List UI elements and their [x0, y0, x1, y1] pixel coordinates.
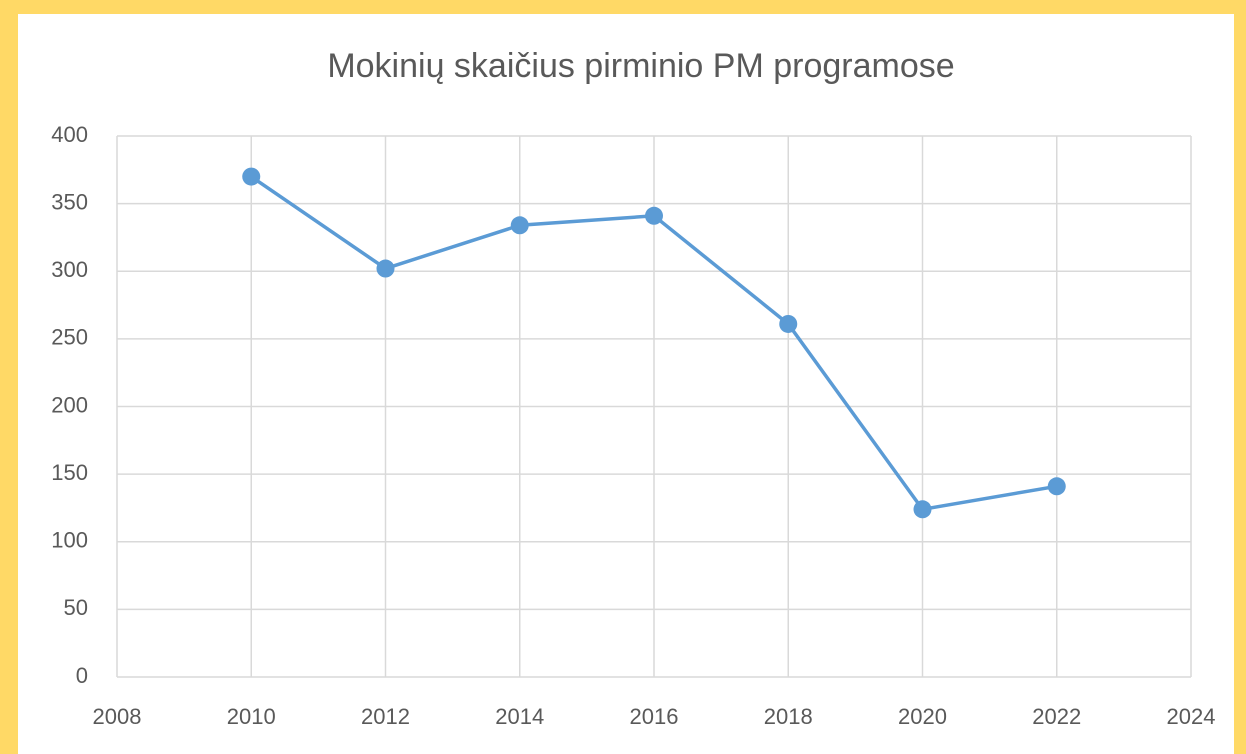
- y-tick-label: 250: [51, 325, 88, 350]
- data-point: [645, 206, 663, 225]
- data-point: [242, 167, 261, 186]
- y-tick-label: 50: [64, 595, 88, 620]
- x-tick-label: 2022: [1032, 704, 1081, 729]
- x-tick-label: 2024: [1167, 704, 1216, 729]
- x-tick-label: 2014: [495, 704, 544, 729]
- y-tick-label: 350: [51, 189, 88, 214]
- x-tick-label: 2012: [361, 704, 410, 729]
- y-tick-label: 400: [51, 122, 88, 147]
- y-tick-label: 0: [76, 663, 88, 688]
- y-tick-label: 200: [51, 392, 88, 417]
- y-tick-label: 150: [51, 460, 88, 485]
- x-tick-label: 2010: [227, 704, 276, 729]
- data-point: [1047, 477, 1066, 496]
- data-point: [510, 216, 529, 235]
- y-tick-label: 300: [51, 257, 88, 282]
- y-tick-label: 100: [51, 528, 88, 553]
- x-tick-label: 2020: [898, 704, 947, 729]
- data-point: [913, 500, 932, 519]
- data-point: [779, 314, 798, 333]
- x-tick-label: 2016: [630, 704, 679, 729]
- x-tick-label: 2018: [764, 704, 813, 729]
- chart-title: Mokinių skaičius pirminio PM programose: [327, 47, 954, 85]
- data-point: [376, 259, 395, 278]
- x-tick-label: 2008: [93, 704, 142, 729]
- chart-panel: [18, 14, 1234, 754]
